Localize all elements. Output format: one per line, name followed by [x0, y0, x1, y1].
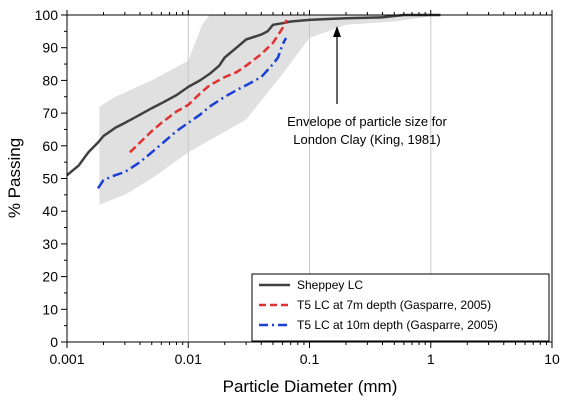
x-tick-label: 1 — [427, 351, 435, 367]
envelope-band — [99, 15, 441, 205]
y-tick-label: 80 — [42, 72, 58, 88]
legend-label-t5-10m: T5 LC at 10m depth (Gasparre, 2005) — [297, 318, 498, 332]
envelope-annotation: Envelope of particle size for London Cla… — [287, 26, 448, 147]
annotation-arrow-head — [333, 26, 341, 37]
x-tick-label: 0.1 — [300, 351, 320, 367]
y-tick-label: 20 — [42, 269, 58, 285]
series-line-1 — [129, 19, 288, 154]
y-tick-label: 100 — [35, 7, 59, 23]
y-tick-label: 50 — [42, 171, 58, 187]
x-tick-label: 10 — [544, 351, 560, 367]
series-line-2 — [96, 37, 288, 189]
y-axis-title: % Passing — [5, 138, 24, 218]
envelope-label-line1: Envelope of particle size for — [287, 114, 447, 129]
x-tick-label: 0.001 — [49, 351, 84, 367]
legend-box — [251, 273, 550, 342]
series-line-0 — [66, 13, 441, 177]
y-tick-label: 0 — [50, 334, 58, 350]
legend: Sheppey LC T5 LC at 7m depth (Gasparre, … — [251, 273, 550, 342]
x-axis: 0.001 0.01 0.1 1 10 — [49, 10, 560, 367]
y-tick-label: 60 — [42, 138, 58, 154]
y-tick-label: 70 — [42, 105, 58, 121]
legend-label-sheppey: Sheppey LC — [297, 278, 363, 292]
y-tick-label: 30 — [42, 236, 58, 252]
series-layer — [66, 13, 441, 189]
x-axis-title: Particle Diameter (mm) — [223, 377, 398, 396]
y-tick-label: 40 — [42, 203, 58, 219]
y-tick-label: 10 — [42, 301, 58, 317]
x-tick-label: 0.01 — [175, 351, 202, 367]
y-tick-label: 90 — [42, 40, 58, 56]
y-axis: 0 10 20 30 40 50 60 70 80 90 100 — [35, 7, 67, 350]
envelope-label-line2: London Clay (King, 1981) — [293, 132, 440, 147]
envelope-layer — [99, 15, 441, 205]
legend-label-t5-7m: T5 LC at 7m depth (Gasparre, 2005) — [297, 298, 491, 312]
